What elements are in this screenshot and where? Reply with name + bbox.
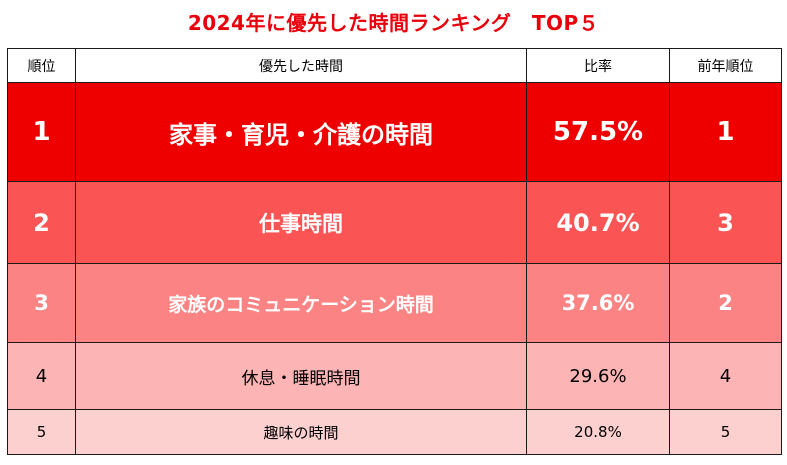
- ranking-table: 順位 優先した時間 比率 前年順位 1 家事・育児・介護の時間 57.5% 1 …: [7, 48, 782, 455]
- header-ratio: 比率: [526, 48, 670, 83]
- table-row: 3 家族のコミュニケーション時間 37.6% 2: [7, 263, 782, 343]
- rank-cell: 5: [7, 409, 76, 455]
- table-row: 4 休息・睡眠時間 29.6% 4: [7, 342, 782, 410]
- item-cell: 趣味の時間: [75, 409, 527, 455]
- table-row: 1 家事・育児・介護の時間 57.5% 1: [7, 82, 782, 182]
- header-prev-rank: 前年順位: [669, 48, 782, 83]
- table-header-row: 順位 優先した時間 比率 前年順位: [7, 48, 782, 83]
- ratio-cell: 29.6%: [526, 342, 670, 410]
- item-cell: 家族のコミュニケーション時間: [75, 263, 527, 343]
- header-item: 優先した時間: [75, 48, 527, 83]
- ratio-cell: 40.7%: [526, 181, 670, 264]
- item-cell: 家事・育児・介護の時間: [75, 82, 527, 182]
- ratio-cell: 20.8%: [526, 409, 670, 455]
- item-cell: 仕事時間: [75, 181, 527, 264]
- prev-rank-cell: 5: [669, 409, 782, 455]
- table-row: 5 趣味の時間 20.8% 5: [7, 409, 782, 455]
- prev-rank-cell: 2: [669, 263, 782, 343]
- prev-rank-cell: 3: [669, 181, 782, 264]
- ratio-cell: 37.6%: [526, 263, 670, 343]
- rank-cell: 3: [7, 263, 76, 343]
- item-cell: 休息・睡眠時間: [75, 342, 527, 410]
- ratio-cell: 57.5%: [526, 82, 670, 182]
- rank-cell: 4: [7, 342, 76, 410]
- prev-rank-cell: 1: [669, 82, 782, 182]
- prev-rank-cell: 4: [669, 342, 782, 410]
- table-row: 2 仕事時間 40.7% 3: [7, 181, 782, 264]
- header-rank: 順位: [7, 48, 76, 83]
- rank-cell: 1: [7, 82, 76, 182]
- rank-cell: 2: [7, 181, 76, 264]
- ranking-title: 2024年に優先した時間ランキング TOP５: [187, 11, 600, 35]
